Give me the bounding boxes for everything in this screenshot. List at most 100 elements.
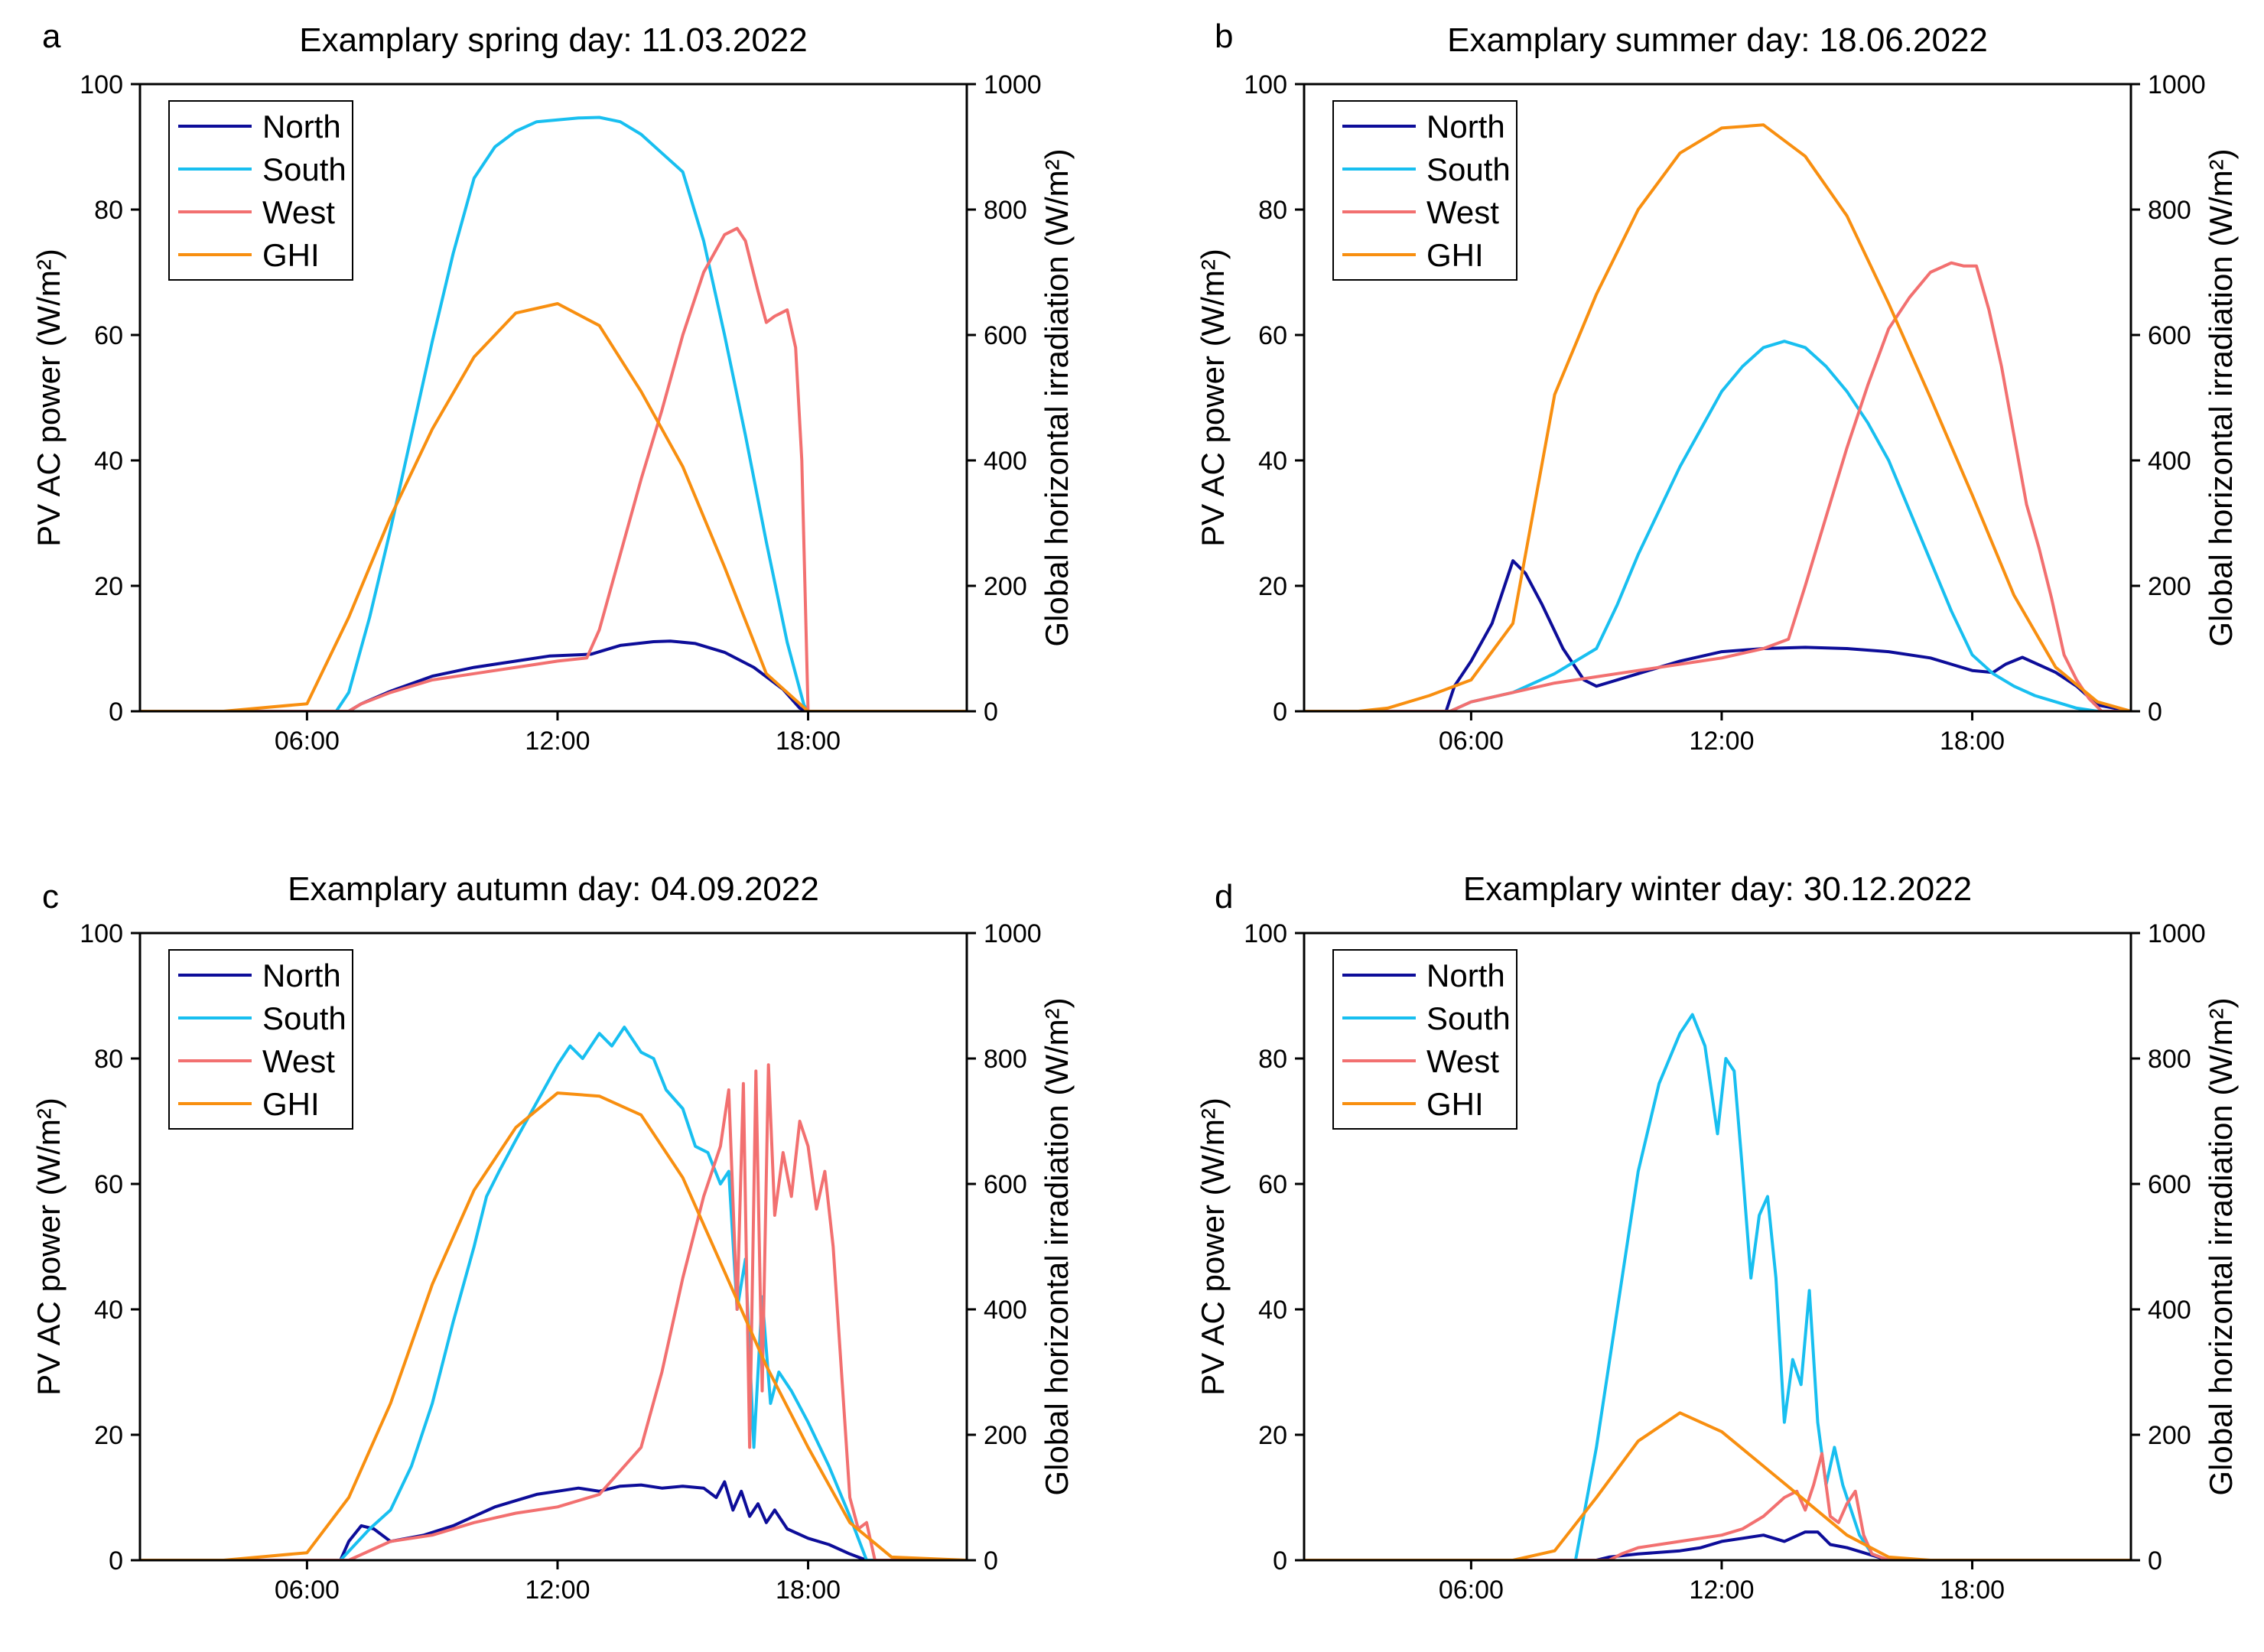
y-tick-label: 40 (1258, 1296, 1287, 1325)
y-tick-label: 20 (1258, 1421, 1287, 1450)
x-tick-label: 12:00 (1689, 1576, 1754, 1605)
series-line-ghi (140, 302, 967, 711)
series-line-north (140, 639, 967, 711)
series-line-north (140, 1480, 967, 1560)
legend-label: West (262, 1043, 335, 1079)
legend-label: South (1426, 1000, 1511, 1036)
x-tick-label: 12:00 (525, 727, 590, 756)
y-tick-label: 100 (1244, 70, 1287, 99)
series-line-ghi (1304, 1411, 2131, 1560)
x-tick-label: 06:00 (275, 1576, 340, 1605)
legend-label: West (1426, 194, 1499, 230)
y2-tick-label: 0 (2148, 698, 2162, 727)
y-tick-label: 20 (94, 572, 123, 601)
y-tick-label: 0 (109, 698, 123, 727)
legend-label: GHI (1426, 1086, 1484, 1122)
y-tick-label: 60 (94, 1170, 123, 1199)
y-tick-label: 60 (94, 321, 123, 350)
y2-tick-label: 200 (984, 572, 1027, 601)
panel-d: d Examplary winter day: 30.12.2022 0 20 40 60… (1195, 870, 2239, 1605)
x-tick-label: 18:00 (776, 727, 841, 756)
x-tick-label: 18:00 (1940, 1576, 2005, 1605)
y-tick-label: 40 (1258, 447, 1287, 476)
y2-axis-label: Global horizontal irradiation (W/m²) (2203, 997, 2239, 1495)
series-line-ghi (140, 1091, 967, 1560)
series-line-north (1304, 559, 2131, 711)
chart-title: Examplary summer day: 18.06.2022 (1447, 21, 1988, 59)
y-tick-label: 80 (1258, 1045, 1287, 1074)
panel-letter: a (42, 18, 61, 55)
y2-tick-label: 1000 (984, 919, 1042, 948)
y2-tick-label: 800 (984, 1045, 1027, 1074)
y-tick-label: 80 (1258, 196, 1287, 225)
series-line-ghi (1304, 123, 2131, 711)
legend-label: GHI (262, 237, 320, 273)
x-tick-label: 06:00 (275, 727, 340, 756)
legend-label: South (262, 1000, 346, 1036)
y2-tick-label: 800 (2148, 196, 2191, 225)
legend-label: North (262, 958, 341, 993)
legend-label: GHI (262, 1086, 320, 1122)
chart-title: Examplary winter day: 30.12.2022 (1463, 870, 1972, 908)
y2-tick-label: 0 (984, 1546, 998, 1576)
y2-tick-label: 600 (2148, 321, 2191, 350)
y-tick-label: 80 (94, 1045, 123, 1074)
y2-tick-label: 400 (2148, 447, 2191, 476)
legend-label: North (262, 109, 341, 145)
y2-tick-label: 400 (2148, 1296, 2191, 1325)
y2-tick-label: 800 (2148, 1045, 2191, 1074)
y2-tick-label: 200 (2148, 572, 2191, 601)
y-tick-label: 100 (80, 919, 123, 948)
chart-title: Examplary spring day: 11.03.2022 (299, 21, 807, 59)
y2-tick-label: 200 (2148, 1421, 2191, 1450)
legend-label: West (262, 194, 335, 230)
series-line-south (1304, 1013, 2131, 1560)
y-axis-label: PV AC power (W/m²) (1195, 1098, 1231, 1396)
legend-box (168, 949, 353, 1130)
series-line-west (1304, 261, 2131, 711)
y2-tick-label: 200 (984, 1421, 1027, 1450)
y-tick-label: 60 (1258, 1170, 1287, 1199)
x-tick-label: 18:00 (1940, 727, 2005, 756)
panel-a: a Examplary spring day: 11.03.2022 0 20 40 60… (31, 18, 1075, 756)
y2-tick-label: 800 (984, 196, 1027, 225)
panel-c: c Examplary autumn day: 04.09.2022 0 20 40 60… (31, 870, 1075, 1605)
series-line-north (1304, 1530, 2131, 1560)
legend-label: West (1426, 1043, 1499, 1079)
y-tick-label: 20 (1258, 572, 1287, 601)
x-tick-label: 12:00 (1689, 727, 1754, 756)
y-tick-label: 0 (109, 1546, 123, 1576)
series-line-west (1304, 1452, 2131, 1560)
y2-tick-label: 1000 (984, 70, 1042, 99)
y-axis-label: PV AC power (W/m²) (1195, 249, 1231, 547)
y2-tick-label: 0 (984, 698, 998, 727)
legend-box (1332, 949, 1517, 1130)
legend-box (1332, 100, 1517, 281)
legend-label: North (1426, 109, 1505, 145)
panel-letter: d (1215, 878, 1233, 915)
y2-axis-label: Global horizontal irradiation (W/m²) (1039, 997, 1075, 1495)
y-tick-label: 100 (1244, 919, 1287, 948)
y2-tick-label: 600 (984, 1170, 1027, 1199)
y-tick-label: 80 (94, 196, 123, 225)
plot-frame (138, 932, 968, 1562)
y2-tick-label: 600 (2148, 1170, 2191, 1199)
plot-frame (138, 83, 968, 713)
panel-letter: b (1215, 18, 1233, 55)
y2-tick-label: 0 (2148, 1546, 2162, 1576)
y2-axis-label: Global horizontal irradiation (W/m²) (2203, 148, 2239, 646)
y-tick-label: 100 (80, 70, 123, 99)
legend-label: GHI (1426, 237, 1484, 273)
y-tick-label: 20 (94, 1421, 123, 1450)
y-tick-label: 40 (94, 1296, 123, 1325)
legend-label: South (1426, 151, 1511, 187)
legend-label: South (262, 151, 346, 187)
y-tick-label: 0 (1273, 1546, 1287, 1576)
y2-tick-label: 1000 (2148, 919, 2206, 948)
plot-frame (1303, 83, 2132, 713)
series-line-west (140, 1063, 967, 1560)
x-tick-label: 12:00 (525, 1576, 590, 1605)
panel-letter: c (42, 878, 59, 915)
series-line-west (140, 226, 967, 711)
